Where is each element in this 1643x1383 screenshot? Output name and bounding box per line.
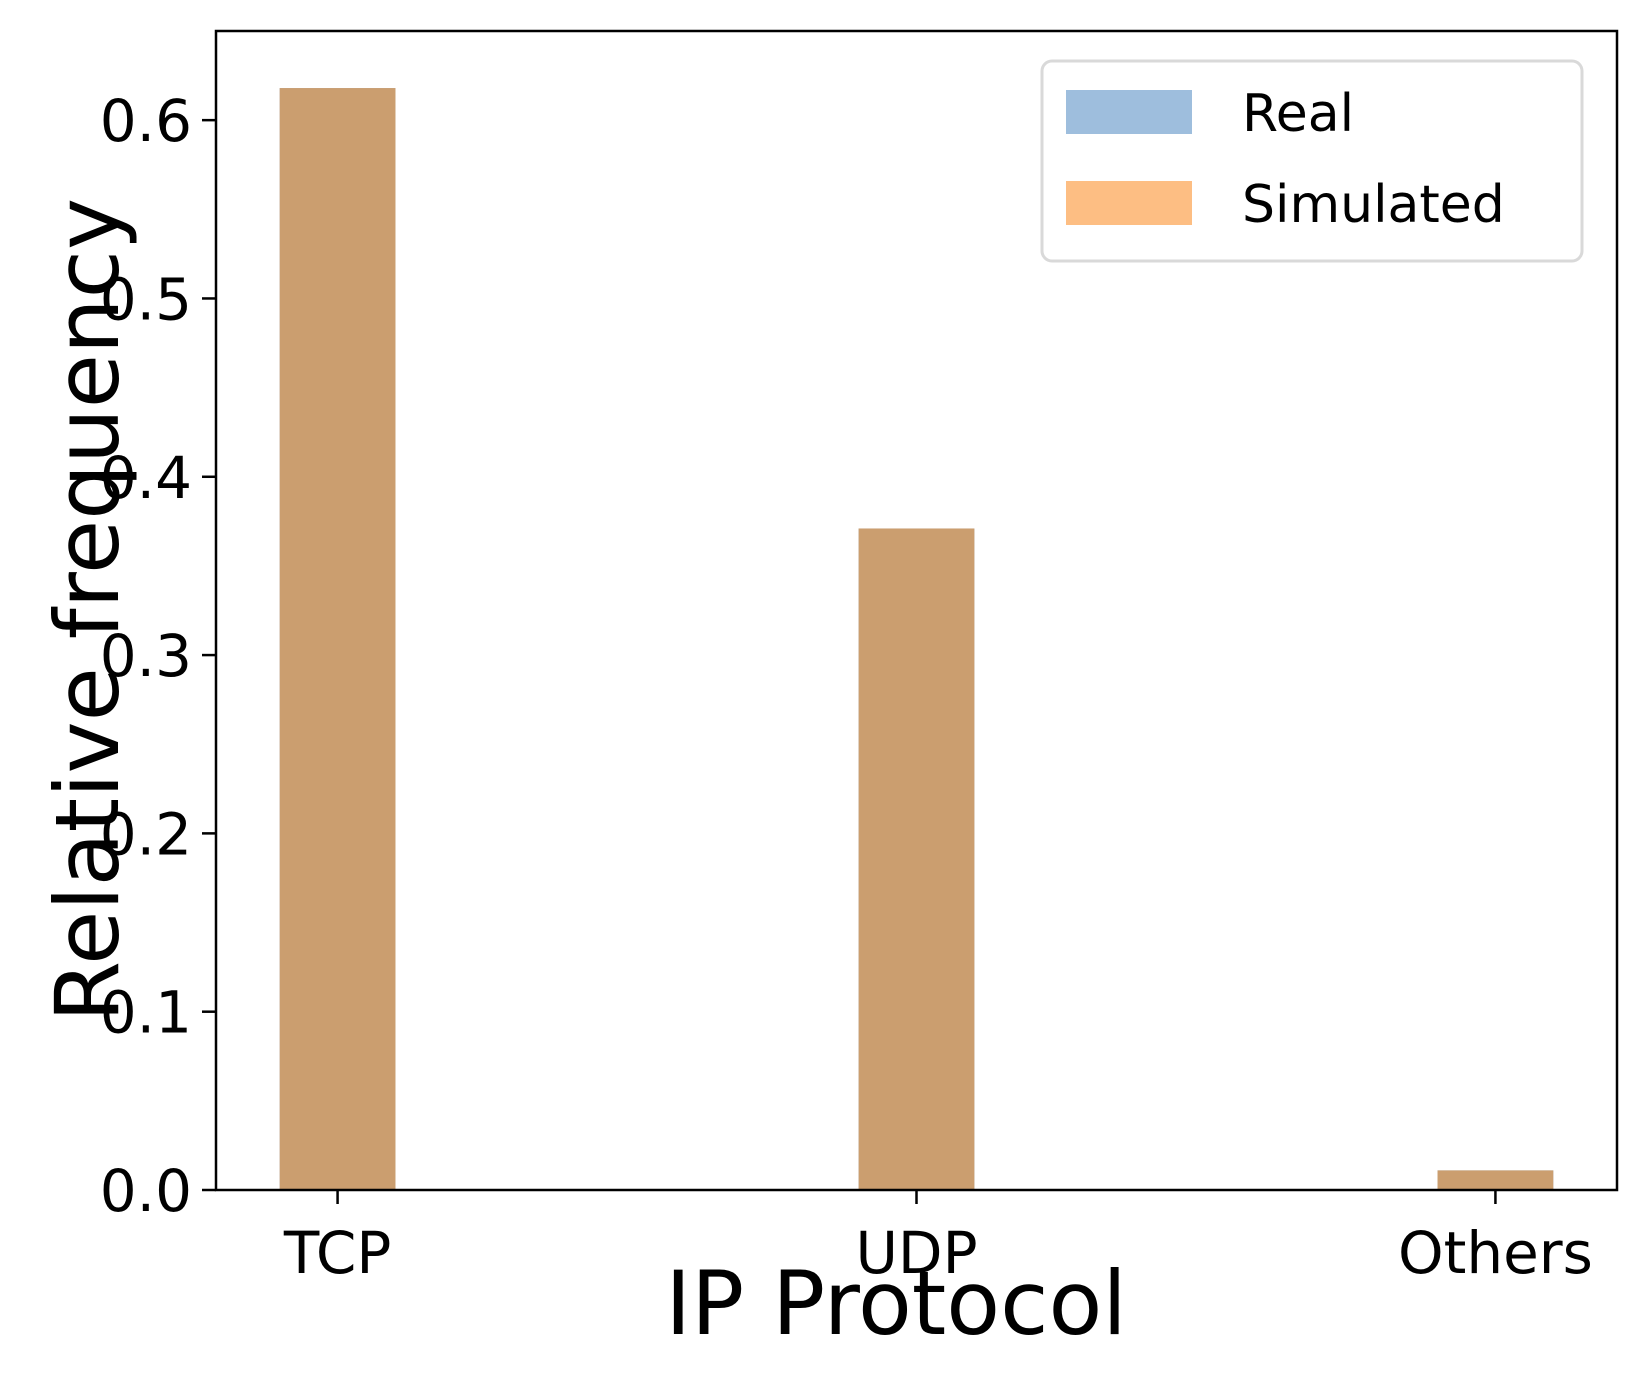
y-tick-label: 0.5 — [100, 265, 192, 333]
y-axis: 0.0 0.1 0.2 0.3 0.4 0.5 0.6 — [100, 87, 216, 1225]
bar-simulated-udp — [858, 528, 975, 1190]
y-tick-label: 0.3 — [100, 622, 192, 690]
legend-swatch-real — [1066, 90, 1192, 134]
y-tick-label: 0.2 — [100, 800, 192, 868]
legend-label-real: Real — [1242, 84, 1354, 144]
y-axis-label: Relative frequency — [36, 198, 139, 1022]
legend-swatch-simulated — [1066, 181, 1192, 225]
y-tick-label: 0.0 — [100, 1157, 192, 1225]
x-tick-label-others: Others — [1398, 1219, 1593, 1287]
bars-group — [279, 88, 1554, 1190]
y-tick-label: 0.6 — [100, 87, 192, 155]
y-tick-label: 0.4 — [100, 444, 192, 512]
legend-label-simulated: Simulated — [1242, 175, 1505, 235]
x-axis-label: IP Protocol — [665, 1252, 1127, 1355]
x-tick-label-udp: UDP — [855, 1219, 977, 1287]
x-tick-label-tcp: TCP — [283, 1219, 392, 1287]
y-tick-label: 0.1 — [100, 979, 192, 1047]
bar-simulated-tcp — [279, 88, 396, 1190]
bar-simulated-others — [1437, 1170, 1554, 1190]
x-axis: TCP UDP Others — [283, 1190, 1593, 1287]
legend: Real Simulated — [1040, 59, 1584, 263]
